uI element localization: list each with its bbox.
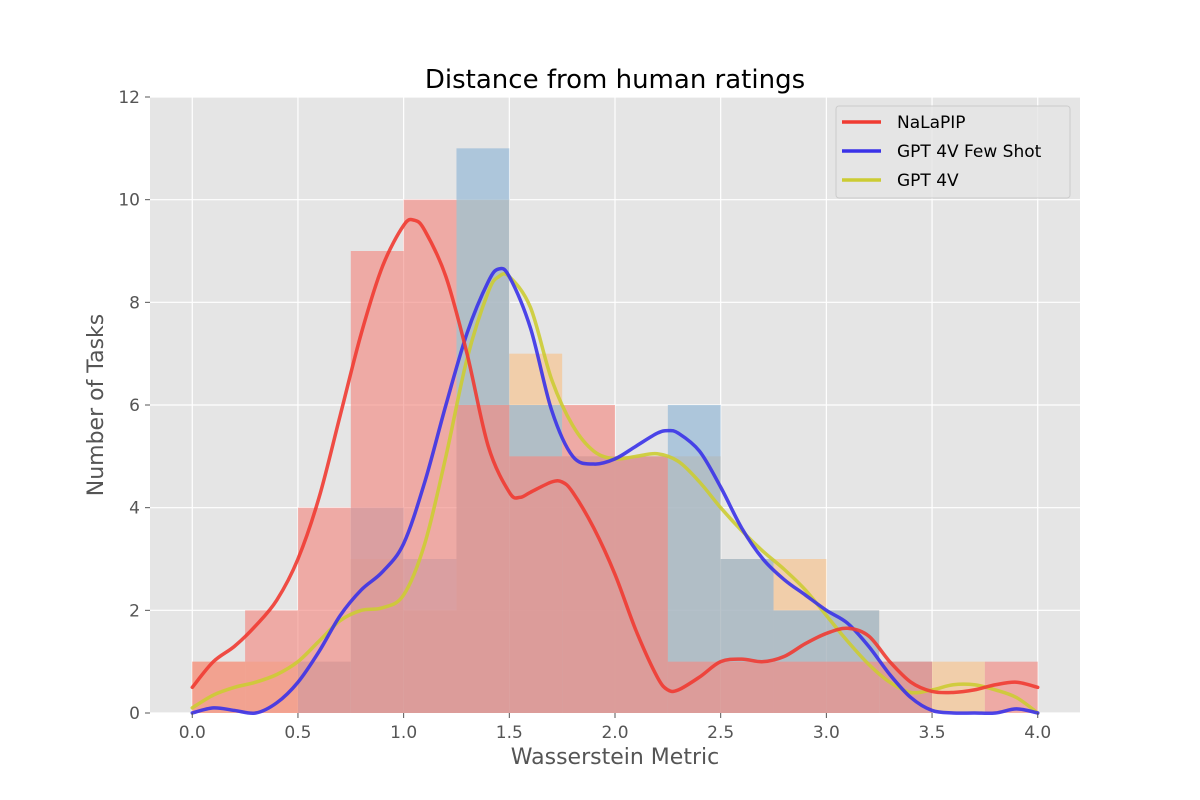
x-tick-label: 0.0 (179, 723, 206, 743)
y-tick-label: 4 (129, 499, 140, 519)
x-tick-label: 0.5 (284, 723, 311, 743)
y-tick-label: 8 (129, 293, 140, 313)
y-tick-label: 0 (129, 704, 140, 724)
histogram-bar (615, 456, 668, 713)
kde-line (190, 217, 1040, 695)
y-tick-label: 12 (118, 88, 140, 108)
legend: NaLaPIP GPT 4V Few Shot GPT 4V (835, 105, 1071, 199)
chart-title: Distance from human ratings (425, 65, 805, 95)
histogram-bar (667, 661, 721, 713)
legend-label: GPT 4V Few Shot (897, 142, 1042, 162)
legend-label: NaLaPIP (897, 113, 966, 133)
y-axis-label: Number of Tasks (84, 314, 109, 497)
x-tick-label: 1.0 (390, 723, 417, 743)
histogram-bar (720, 661, 774, 713)
x-tick-label: 2.0 (601, 723, 628, 743)
legend-box (835, 105, 1071, 199)
x-tick-label: 4.0 (1024, 723, 1051, 743)
histogram-bar (456, 405, 510, 713)
histogram-bar (826, 661, 880, 713)
y-tick-label: 6 (129, 396, 140, 416)
histogram-bar (509, 456, 563, 713)
histogram-bar (245, 610, 298, 713)
kde-line (190, 271, 1040, 715)
histogram-bar (773, 661, 827, 713)
x-tick-label: 1.5 (496, 723, 523, 743)
x-tick-label: 3.0 (813, 723, 840, 743)
histogram-bar (350, 251, 404, 713)
histogram-bar (403, 199, 457, 713)
kde-lines (190, 217, 1040, 716)
x-tick-label: 2.5 (707, 723, 734, 743)
legend-label: GPT 4V (897, 171, 959, 191)
y-tick-label: 10 (118, 191, 140, 211)
histogram-bars (192, 148, 1038, 714)
x-axis-label: Wasserstein Metric (511, 745, 719, 770)
kde-line (190, 266, 1040, 716)
y-tick-label: 2 (129, 601, 140, 621)
axis-ticks: 0.0 0.5 1.0 1.5 2.0 2.5 3.0 3.5 4.0 0 2 4 6 8 10 12 (118, 88, 1051, 743)
x-tick-label: 3.5 (919, 723, 946, 743)
